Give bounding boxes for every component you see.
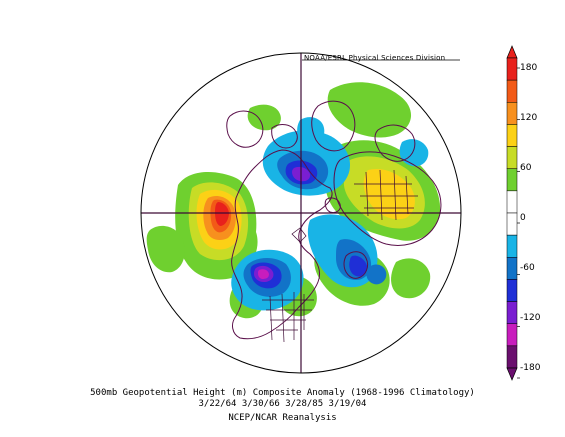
colorbar-bin [506,345,518,369]
colorbar-tick: -120 [520,313,541,323]
coastline-greenland [311,100,356,152]
negative-anomaly-pacific [366,264,387,285]
colorbar-tick: -180 [520,363,541,373]
map-title: 500mb Geopotential Height (m) Composite … [90,388,475,398]
colorbar-bin [506,234,518,258]
colorbar [506,45,520,381]
colorbar-tick: -60 [520,263,535,273]
anomaly-field [146,82,441,319]
map-source: NCEP/NCAR Reanalysis [228,413,337,423]
coastline-east-asia [343,251,369,279]
colorbar-bin [506,279,518,302]
colorbar-bin [506,102,518,125]
map-boundary [140,52,462,374]
coastline-iceland [324,197,341,213]
colorbar-bin [506,57,518,81]
negative-anomaly-pole [297,117,325,145]
coastline-eurasia [333,151,442,246]
colorbar-min-arrow [506,367,518,381]
colorbar-bin [506,168,518,192]
positive-anomaly-east-edge [391,258,431,299]
positive-anomaly-pacific-south [146,225,185,273]
positive-anomaly-north-small [247,104,281,131]
coastlines [226,100,442,340]
colorbar-bin [506,257,518,280]
negative-anomaly-asia [399,139,429,167]
coastline-alaska [226,110,264,148]
graticule [141,53,461,373]
colorbar-bin [506,323,518,347]
positive-anomaly-north [327,82,412,138]
positive-anomaly-west-max [215,202,229,226]
negative-anomaly-east-us-180 [258,269,269,279]
colorbar-tick: 120 [520,113,538,123]
colorbar-bin [506,79,518,103]
positive-anomaly-eurasia-90 [363,168,415,220]
coastline-europe [374,124,416,162]
colorbar-tick: 180 [520,63,538,73]
credit-text: NOAA/ESRL Physical Sciences Division [304,54,446,62]
colorbar-bin [506,301,518,324]
map-dates: 3/22/64 3/30/66 3/28/85 3/19/04 [198,399,367,409]
colorbar-bin [506,124,518,147]
colorbar-bin [506,212,518,236]
political-borders [262,169,418,343]
colorbar-max-arrow [506,45,518,59]
coastline-arctic-islands [271,124,298,149]
colorbar-tick: 0 [520,213,526,223]
colorbar-bin [506,146,518,169]
colorbar-bin [506,190,518,214]
coastline-north-america [231,149,333,340]
colorbar-tick: 60 [520,163,532,173]
negative-anomaly-north-atlantic-120 [349,255,368,277]
